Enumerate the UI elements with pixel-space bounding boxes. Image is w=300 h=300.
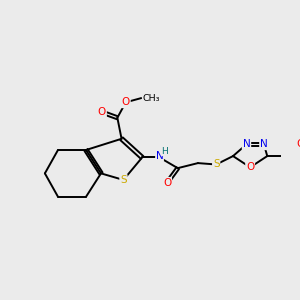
Text: O: O: [296, 139, 300, 149]
Text: CH₃: CH₃: [142, 94, 160, 103]
Text: O: O: [163, 178, 171, 188]
Text: S: S: [120, 175, 127, 185]
Text: O: O: [122, 97, 130, 107]
Text: N: N: [156, 151, 164, 161]
Text: S: S: [213, 160, 220, 170]
Text: N: N: [243, 139, 250, 149]
Text: H: H: [161, 147, 168, 156]
Text: O: O: [98, 107, 106, 117]
Text: N: N: [260, 139, 268, 149]
Text: O: O: [246, 162, 254, 172]
